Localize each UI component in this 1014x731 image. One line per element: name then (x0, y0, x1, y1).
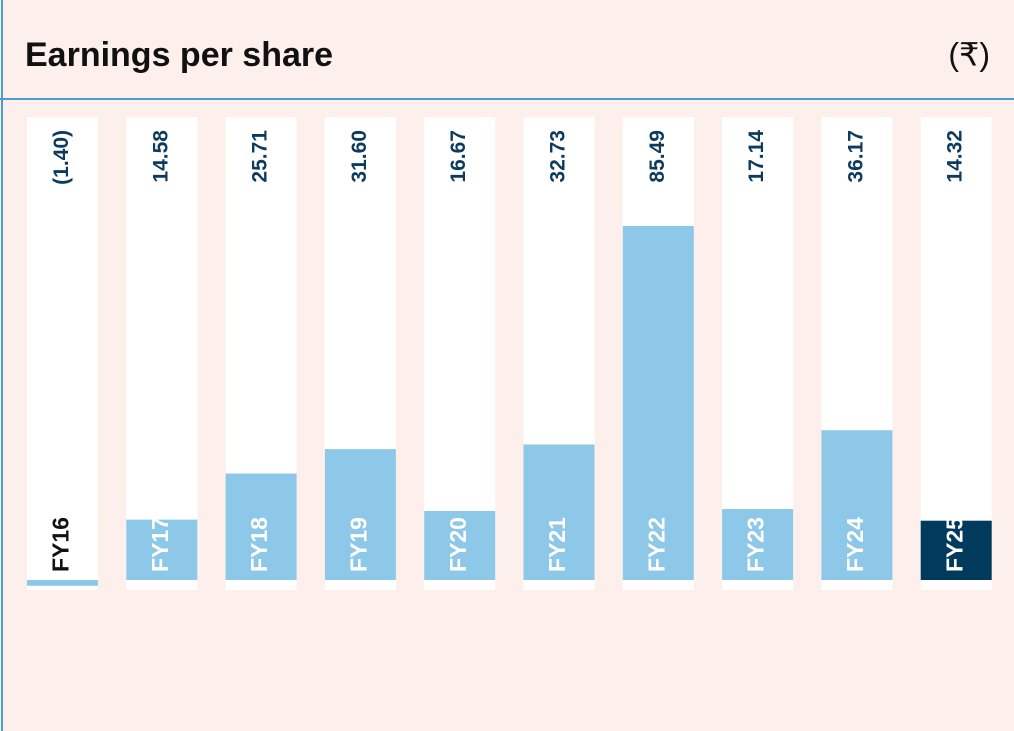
bar (424, 510, 496, 580)
value-label: 17.14 (745, 130, 768, 183)
x-tick-label: FY23 (743, 517, 769, 572)
bar (27, 580, 98, 586)
bar (920, 520, 992, 580)
value-label: 14.32 (944, 130, 967, 183)
bar (225, 473, 297, 580)
value-label: (1.40) (50, 130, 73, 185)
column-panel (920, 117, 992, 590)
column-panel (126, 117, 198, 590)
value-label: 85.49 (646, 130, 669, 183)
column-panel (27, 117, 98, 590)
x-tick-label: FY21 (544, 517, 570, 572)
chart-title: Earnings per share (25, 36, 333, 74)
x-tick-label: FY17 (147, 517, 173, 572)
value-label: 25.71 (249, 130, 272, 183)
x-tick-label: FY18 (246, 517, 272, 572)
bar (722, 509, 794, 580)
value-label: 14.58 (149, 130, 172, 183)
x-tick-label: FY19 (345, 517, 371, 572)
x-tick-label: FY24 (842, 517, 868, 572)
value-label: 36.17 (844, 130, 867, 183)
value-label: 16.67 (447, 130, 470, 183)
bar (324, 449, 396, 580)
bar (622, 226, 694, 580)
x-tick-label: FY16 (48, 517, 74, 572)
bar (523, 444, 595, 580)
bar (126, 519, 198, 580)
x-tick-label: FY20 (445, 517, 471, 572)
value-label: 31.60 (348, 130, 371, 183)
x-tick-label: FY22 (643, 517, 669, 572)
x-tick-label: FY25 (941, 517, 967, 572)
bar (821, 430, 893, 580)
value-label: 32.73 (547, 130, 570, 183)
unit-label: (₹) (948, 36, 990, 72)
